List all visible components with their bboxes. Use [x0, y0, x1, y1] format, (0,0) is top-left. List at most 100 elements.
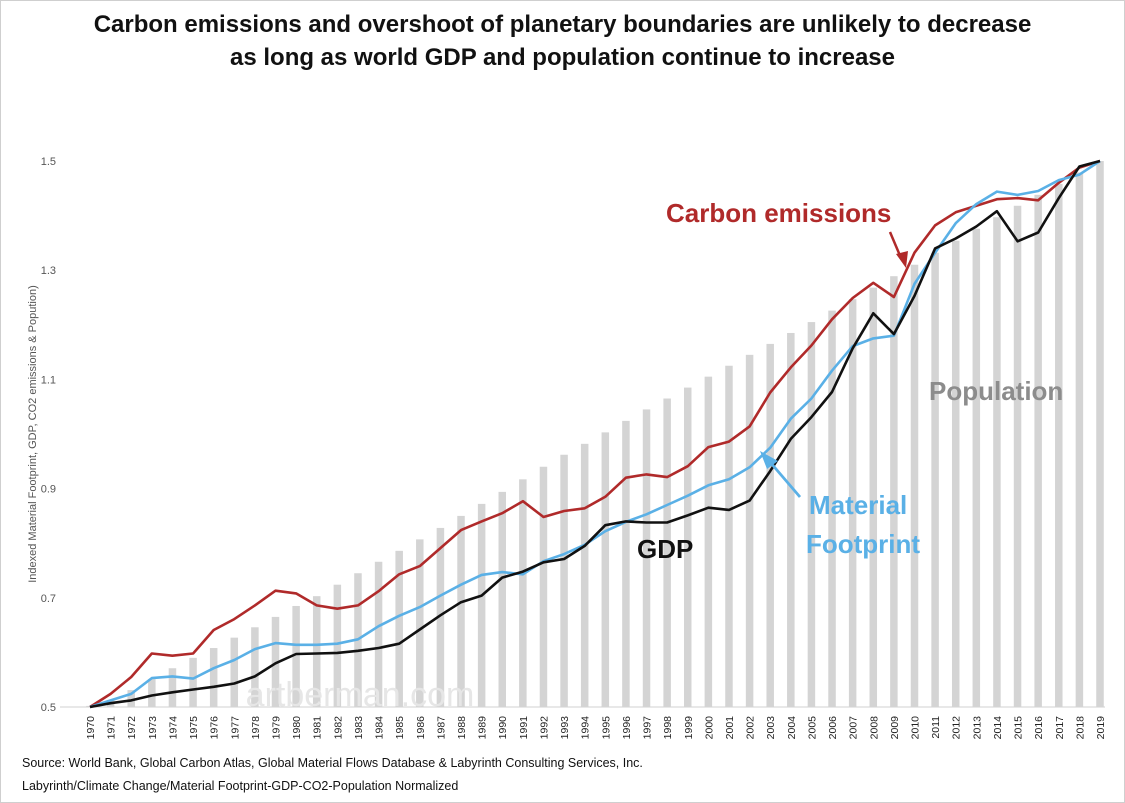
x-tick-label: 2002: [745, 716, 757, 740]
x-tick-label: 1993: [559, 716, 571, 740]
material-footprint-arrow: [768, 461, 802, 498]
x-tick-label: 2007: [848, 716, 860, 740]
x-tick-label: 1971: [106, 716, 118, 740]
population-bar: [539, 466, 548, 707]
population-bar: [910, 264, 919, 707]
population-bar: [972, 228, 981, 708]
gdp-line: [89, 159, 1101, 709]
chart-title-line-1: Carbon emissions and overshoot of planet…: [93, 11, 1032, 38]
x-tick-label: 1983: [353, 716, 365, 740]
population-bar: [601, 432, 610, 707]
x-tick-label: 1973: [147, 716, 159, 740]
population-bar: [189, 657, 197, 707]
x-tick-label: 1976: [209, 716, 221, 740]
x-tick-label: 1994: [580, 716, 592, 740]
population-bar: [416, 539, 424, 707]
x-tick-label: 1988: [456, 716, 468, 740]
source-line-2: Labyrinth/Climate Change/Material Footpr…: [22, 779, 459, 793]
x-tick-label: 1996: [621, 716, 633, 740]
population-bar: [828, 310, 836, 707]
x-tick-label: 2012: [951, 716, 963, 740]
population-bar: [642, 409, 651, 707]
x-tick-label: 2004: [786, 716, 798, 740]
population-bar: [1075, 172, 1084, 707]
population-bar: [168, 668, 177, 707]
population-bar: [560, 454, 568, 707]
x-tick-label: 2005: [806, 716, 818, 740]
y-tick-label: 0.5: [41, 702, 56, 714]
x-tick-label: 1990: [497, 716, 509, 740]
population-bar: [890, 276, 898, 707]
x-tick-label: 2013: [971, 716, 983, 740]
population-bar: [580, 443, 589, 707]
population-bar: [1055, 183, 1063, 707]
x-tick-label: 2011: [930, 716, 942, 739]
population-bar: [251, 627, 259, 707]
chart-title: Carbon emissions and overshoot of planet…: [0, 8, 1125, 74]
x-tick-label: 2008: [868, 716, 880, 740]
population-bar: [848, 299, 857, 707]
watermark: artberman.com: [246, 676, 475, 714]
x-tick-label: 2018: [1074, 716, 1086, 740]
population-bar: [704, 376, 713, 707]
population-bar: [498, 491, 506, 707]
carbon-emissions-label: Carbon emissions: [666, 198, 891, 228]
y-tick-label: 0.7: [41, 593, 56, 605]
x-tick-label: 2015: [1013, 716, 1025, 740]
x-tick-label: 1999: [683, 716, 695, 740]
population-bar: [663, 398, 671, 707]
x-tick-label: 2014: [992, 716, 1004, 740]
population-bar: [209, 648, 218, 707]
source-note: Source: World Bank, Global Carbon Atlas,…: [22, 752, 643, 798]
y-tick-label: 0.9: [41, 484, 56, 496]
material-label: Material: [809, 490, 907, 520]
carbon-emissions-line: [89, 159, 1101, 709]
x-tick-label: 1998: [662, 716, 674, 740]
carbon-emissions-arrowhead: [896, 251, 908, 268]
x-tick-label: 1995: [600, 716, 612, 740]
x-tick-label: 2006: [827, 716, 839, 740]
population-bar: [519, 479, 527, 707]
population-label: Population: [929, 376, 1063, 406]
population-bar: [684, 387, 692, 707]
x-tick-label: 1982: [332, 716, 344, 740]
x-tick-label: 1978: [250, 716, 262, 740]
x-tick-label: 1980: [291, 716, 303, 740]
population-bar: [457, 515, 465, 707]
x-tick-label: 1977: [229, 716, 241, 740]
x-tick-label: 1986: [415, 716, 427, 740]
x-tick-label: 2003: [765, 716, 777, 740]
x-tick-label: 1985: [394, 716, 406, 740]
population-bar: [395, 550, 403, 707]
population-bar: [127, 690, 135, 707]
x-tick-label: 2017: [1054, 716, 1066, 740]
x-tick-label: 1989: [477, 716, 489, 740]
population-bar: [787, 332, 795, 707]
x-tick-label: 2016: [1033, 716, 1045, 740]
population-bar: [1096, 161, 1104, 707]
x-tick-label: 1987: [435, 716, 447, 740]
population-bar: [374, 561, 383, 707]
x-tick-label: 1975: [188, 716, 200, 740]
x-tick-label: 1981: [312, 716, 324, 740]
source-line-1: Source: World Bank, Global Carbon Atlas,…: [22, 756, 643, 770]
population-bar: [766, 343, 774, 707]
y-tick-label: 1.5: [41, 156, 56, 168]
x-tick-label: 2001: [724, 716, 736, 740]
population-bar: [725, 365, 733, 707]
chart-title-line-2: as long as world GDP and population cont…: [230, 44, 895, 71]
x-tick-label: 1997: [642, 716, 654, 740]
population-bar: [292, 605, 300, 707]
x-tick-label: 1992: [538, 716, 550, 740]
y-axis-label: Indexed Material Footprint, GDP, CO2 emi…: [27, 285, 39, 583]
x-tick-label: 1970: [85, 716, 97, 740]
population-bar: [807, 322, 816, 707]
x-tick-label: 1979: [271, 716, 283, 740]
population-bar: [230, 637, 239, 707]
population-bar: [1034, 194, 1042, 708]
x-tick-label: 2019: [1095, 716, 1107, 740]
population-bar: [1013, 205, 1022, 707]
x-tick-label: 1972: [126, 716, 138, 740]
population-bar: [993, 217, 1001, 707]
